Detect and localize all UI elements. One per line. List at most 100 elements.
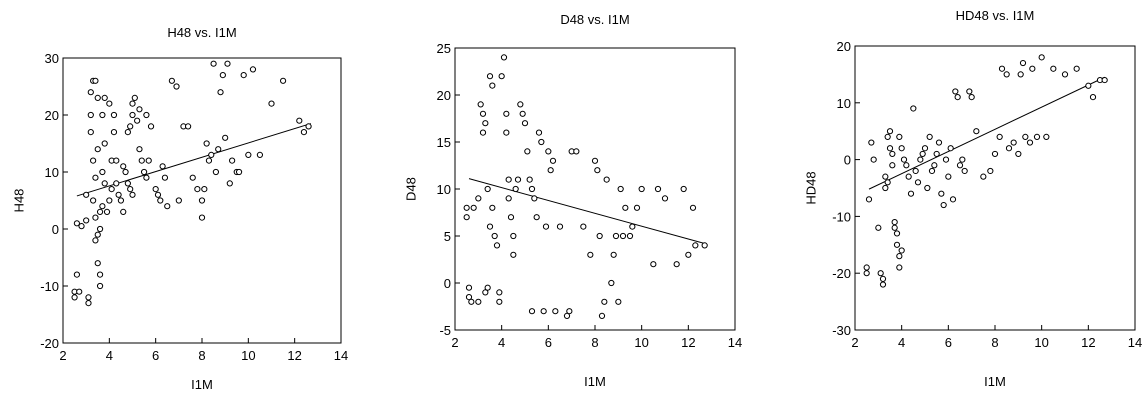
scatter-point	[991, 150, 999, 158]
x-tick-label: 14	[1128, 335, 1142, 350]
panel-d48-vs-i1m: D48 vs. I1M I1M D48 2 4 6 8 10 12 14 -5 0 5 10 15 20…	[403, 12, 742, 389]
scatter-point	[692, 242, 699, 249]
scatter-point	[654, 185, 662, 193]
scatter-point	[601, 298, 608, 305]
scatter-point	[608, 279, 615, 287]
x-tick-label: 8	[591, 335, 598, 350]
scatter-point	[96, 208, 104, 215]
scatter-point	[973, 128, 980, 135]
x-tick-label: 12	[287, 348, 301, 363]
scatter-point	[296, 117, 303, 124]
scatter-point	[987, 167, 994, 175]
scatter-point	[875, 224, 882, 231]
scatter-point	[127, 186, 134, 193]
scatter-point	[124, 180, 131, 187]
scatter-point	[138, 157, 145, 164]
scatter-point	[108, 186, 115, 193]
scatter-point	[1015, 150, 1022, 158]
scatter-point	[1038, 54, 1045, 61]
y-tick-label: -5	[439, 323, 451, 338]
scatter-point	[491, 232, 498, 240]
scatter-point	[224, 60, 231, 67]
scatter-point	[949, 196, 957, 203]
scatter-point	[147, 123, 155, 130]
x-tick-label: 6	[545, 335, 552, 350]
scatter-point	[1010, 139, 1017, 146]
scatter-point	[510, 232, 517, 240]
scatter-point	[154, 191, 162, 198]
scatter-point	[208, 151, 215, 158]
scatter-point	[521, 120, 529, 127]
scatter-point	[463, 204, 470, 211]
scatter-point	[136, 146, 143, 153]
panel-h48-vs-i1m: H48 vs. I1M I1M H48 2 4 6 8 10 12 14 -20 -10 0 10 2…	[11, 25, 348, 392]
scatter-point	[935, 139, 943, 146]
y-tick-label: -10	[40, 279, 59, 294]
x-tick-label: 4	[898, 335, 905, 350]
scatter-point	[159, 163, 166, 170]
chart-title: HD48 vs. I1M	[956, 8, 1035, 23]
scatter-point	[517, 101, 524, 108]
scatter-point	[129, 111, 136, 119]
scatter-point	[305, 123, 312, 130]
scatter-point	[92, 77, 99, 84]
scatter-point	[503, 110, 510, 117]
scatter-point	[73, 220, 81, 227]
scatter-point	[598, 312, 606, 319]
x-tick-label: 12	[681, 335, 695, 350]
scatter-point	[131, 94, 138, 102]
scatter-point	[78, 223, 85, 230]
x-tick-label: 6	[152, 348, 159, 363]
scatter-point	[1043, 133, 1050, 140]
scatter-point	[980, 173, 987, 180]
scatter-point	[701, 242, 708, 249]
scatter-point	[134, 117, 141, 124]
scatter-point	[486, 223, 494, 230]
scatter-point	[907, 190, 915, 197]
scatter-point	[547, 167, 554, 174]
scatter-point	[617, 185, 624, 193]
scatter-point	[484, 185, 491, 193]
scatter-point	[87, 129, 94, 136]
y-tick-label: -20	[40, 336, 59, 351]
scatter-point	[120, 208, 127, 215]
y-tick-label: 30	[45, 51, 59, 66]
scatter-point	[143, 174, 150, 181]
scatter-point	[120, 163, 127, 170]
scatter-point	[921, 145, 929, 152]
x-tick-label: 6	[945, 335, 952, 350]
scatter-point	[507, 214, 515, 221]
scatter-point	[1033, 133, 1041, 140]
scatter-point	[215, 146, 222, 153]
scatter-point	[514, 176, 522, 183]
scatter-point	[489, 82, 496, 89]
scatter-point	[1017, 71, 1024, 78]
scatter-point	[612, 232, 620, 240]
scatter-point	[673, 261, 680, 268]
x-tick-label: 12	[1081, 335, 1095, 350]
scatter-point	[94, 260, 101, 267]
scatter-point	[229, 157, 236, 164]
scatter-point	[1019, 59, 1027, 67]
scatter-point	[96, 225, 104, 233]
scatter-point	[127, 123, 134, 130]
scatter-point	[92, 174, 99, 181]
scatter-point	[106, 100, 113, 107]
scatter-point	[477, 101, 484, 108]
scatter-point	[896, 133, 903, 140]
y-tick-label: -10	[832, 209, 851, 224]
y-tick-label: 10	[437, 182, 451, 197]
scatter-point	[92, 214, 99, 221]
scatter-point	[201, 186, 208, 193]
scatter-point	[145, 157, 152, 164]
scatter-point	[877, 270, 884, 277]
x-tick-label: 14	[728, 335, 742, 350]
scatter-point	[496, 298, 503, 305]
scatter-point	[528, 185, 536, 193]
scatter-point	[83, 217, 90, 224]
scatter-point	[468, 298, 475, 305]
scatter-point	[465, 284, 473, 291]
scatter-point	[884, 133, 891, 140]
scatter-point	[680, 185, 687, 193]
scatter-point	[210, 60, 217, 67]
